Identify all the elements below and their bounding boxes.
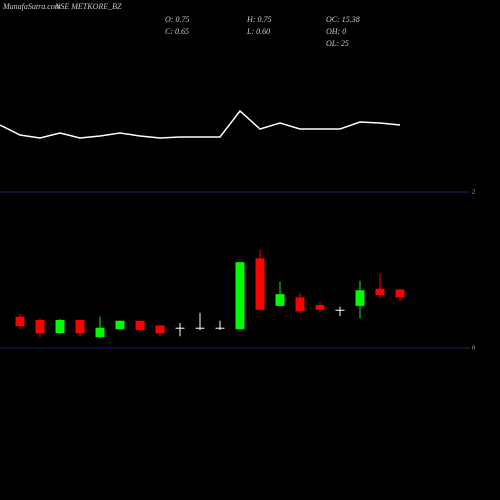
candle-body bbox=[315, 305, 325, 310]
stat-label: OC: 15.38 bbox=[326, 15, 360, 24]
candle-body bbox=[275, 294, 285, 306]
candle-body bbox=[355, 290, 365, 306]
candle-body bbox=[175, 327, 185, 329]
candle-body bbox=[395, 289, 405, 298]
stat-label: C: 0.65 bbox=[165, 27, 189, 36]
candle-body bbox=[155, 325, 165, 334]
stat-label: L: 0.60 bbox=[246, 27, 270, 36]
y-tick-label: 0 bbox=[472, 345, 475, 351]
candle-body bbox=[255, 258, 265, 310]
candle-body bbox=[135, 320, 145, 331]
candle-body bbox=[235, 262, 245, 330]
candle-body bbox=[75, 319, 85, 334]
stat-label: OH: 0 bbox=[326, 27, 346, 36]
candle-body bbox=[375, 288, 385, 295]
candle-body bbox=[55, 319, 65, 334]
candle-body bbox=[295, 297, 305, 312]
candle-body bbox=[195, 327, 205, 329]
chart-title: NSE METKORE_BZ bbox=[54, 2, 122, 11]
line bbox=[0, 109, 401, 139]
y-tick-label: 2 bbox=[472, 189, 475, 195]
candle-body bbox=[95, 327, 105, 338]
stat-label: H: 0.75 bbox=[246, 15, 271, 24]
candle-body bbox=[15, 316, 25, 327]
stat-label: O: 0.75 bbox=[165, 15, 189, 24]
candle-body bbox=[335, 309, 345, 311]
site-name: MunafaSutra.com bbox=[2, 2, 61, 11]
candle-body bbox=[35, 319, 45, 334]
candle-body bbox=[115, 320, 125, 330]
candle-body bbox=[215, 327, 225, 329]
stat-label: OL: 25 bbox=[326, 39, 349, 48]
